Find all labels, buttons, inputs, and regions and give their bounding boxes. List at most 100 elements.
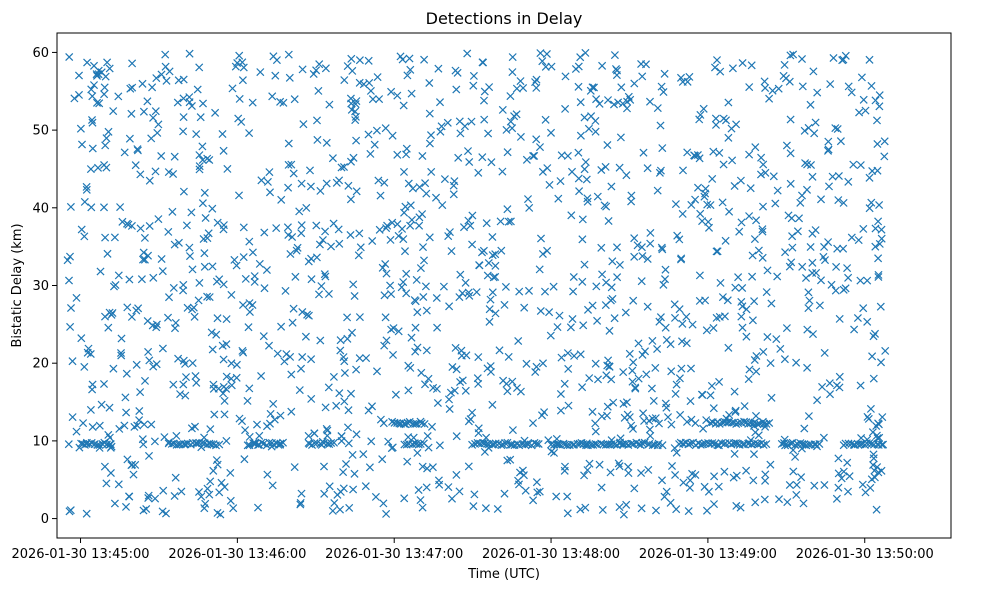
- data-point: [591, 427, 600, 436]
- data-point: [803, 325, 812, 334]
- data-point: [796, 198, 805, 207]
- data-point: [859, 224, 868, 233]
- data-point: [498, 105, 507, 114]
- data-point: [580, 471, 589, 480]
- data-point: [500, 300, 509, 309]
- data-point: [402, 269, 411, 278]
- data-point: [609, 100, 619, 109]
- data-point: [671, 389, 680, 398]
- data-point: [406, 201, 415, 210]
- data-point: [332, 401, 341, 410]
- data-point: [695, 115, 704, 124]
- data-point: [762, 419, 771, 428]
- data-point: [448, 362, 457, 372]
- data-point: [554, 194, 563, 203]
- data-point: [835, 372, 844, 381]
- data-point: [237, 417, 247, 426]
- data-point: [563, 151, 572, 160]
- data-point: [786, 439, 795, 448]
- data-point: [158, 344, 167, 353]
- data-point: [597, 412, 606, 421]
- data-point: [495, 346, 504, 355]
- data-point: [256, 68, 265, 77]
- data-point: [738, 283, 747, 293]
- data-point: [710, 63, 720, 72]
- data-point: [868, 428, 877, 437]
- data-point: [687, 200, 696, 209]
- data-point: [780, 60, 789, 69]
- data-point: [696, 209, 705, 218]
- data-point: [820, 348, 829, 357]
- data-point: [871, 242, 880, 251]
- data-point: [424, 374, 433, 383]
- data-point: [206, 425, 215, 434]
- data-point: [475, 261, 484, 270]
- data-point: [88, 118, 97, 127]
- data-point: [679, 478, 688, 487]
- data-point: [766, 359, 775, 368]
- data-point: [268, 92, 277, 101]
- data-point: [659, 280, 668, 289]
- data-point: [376, 191, 385, 200]
- data-point: [298, 65, 307, 74]
- data-point: [748, 316, 757, 325]
- data-point: [877, 466, 886, 475]
- data-point: [140, 376, 150, 385]
- data-point: [347, 328, 357, 337]
- data-point: [327, 438, 336, 448]
- data-point: [532, 135, 541, 144]
- data-point: [761, 476, 770, 485]
- data-point: [208, 204, 217, 213]
- data-point: [702, 416, 711, 425]
- data-point: [187, 101, 196, 111]
- data-point: [712, 313, 721, 322]
- data-point: [661, 323, 670, 332]
- data-point: [344, 406, 353, 415]
- data-point: [698, 390, 707, 399]
- data-point: [686, 364, 696, 373]
- data-point: [436, 127, 445, 136]
- data-point: [808, 172, 817, 181]
- data-point: [355, 56, 364, 65]
- data-point: [595, 99, 604, 108]
- data-point: [417, 368, 426, 377]
- data-point: [239, 348, 248, 357]
- data-point: [280, 357, 289, 366]
- data-point: [222, 372, 231, 381]
- data-point: [87, 203, 96, 212]
- data-point: [284, 50, 293, 59]
- data-point: [835, 314, 844, 323]
- data-point: [508, 68, 517, 77]
- data-point: [504, 217, 513, 226]
- data-point: [208, 345, 217, 354]
- data-point: [350, 469, 359, 478]
- data-point: [682, 312, 691, 321]
- data-point: [245, 384, 254, 393]
- data-point: [834, 454, 843, 463]
- data-point: [211, 108, 220, 117]
- data-point: [691, 470, 700, 480]
- data-point: [417, 419, 426, 428]
- data-point: [720, 312, 729, 321]
- data-point: [265, 188, 275, 197]
- data-point: [753, 420, 762, 429]
- data-point: [463, 49, 472, 58]
- data-point: [481, 504, 490, 513]
- data-point: [104, 323, 113, 332]
- data-point: [618, 99, 627, 108]
- data-point: [740, 402, 749, 411]
- data-point: [593, 192, 602, 201]
- data-point: [491, 309, 500, 318]
- data-point: [399, 278, 408, 287]
- data-point: [203, 234, 212, 243]
- data-point: [630, 234, 639, 243]
- data-point: [485, 83, 494, 92]
- data-point: [677, 364, 686, 373]
- data-point: [276, 411, 285, 420]
- data-point: [306, 182, 315, 191]
- data-point: [314, 290, 324, 299]
- data-point: [312, 116, 322, 125]
- data-point: [106, 468, 115, 478]
- data-point: [824, 182, 834, 191]
- data-point: [583, 466, 592, 475]
